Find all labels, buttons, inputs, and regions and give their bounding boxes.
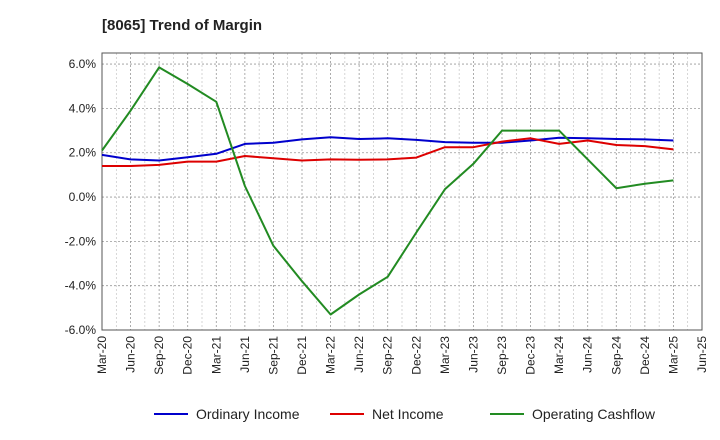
x-tick-label: Sep-24 [609, 336, 623, 375]
x-tick-label: Dec-23 [524, 336, 538, 375]
y-tick-label: 6.0% [69, 57, 97, 71]
x-tick-label: Mar-21 [209, 336, 223, 374]
series-line-2 [101, 66, 674, 316]
x-tick-label: Dec-21 [295, 336, 309, 375]
y-tick-label: -6.0% [65, 323, 97, 337]
x-tick-label: Sep-21 [266, 336, 280, 375]
x-tick-label: Mar-23 [438, 336, 452, 374]
x-tick-label: Jun-21 [238, 336, 252, 373]
grid [102, 53, 702, 331]
x-tick-label: Dec-20 [181, 336, 195, 375]
plot-area [101, 52, 703, 331]
x-tick-label: Jun-24 [581, 336, 595, 373]
x-tick-label: Jun-23 [466, 336, 480, 373]
y-axis: 6.0% 4.0% 2.0% 0.0% -2.0% -4.0% -6.0% [65, 57, 97, 337]
legend-label-0: Ordinary Income [196, 406, 300, 422]
series-line-1 [102, 137, 674, 167]
x-tick-label: Sep-20 [152, 336, 166, 375]
chart-title: [8065] Trend of Margin [102, 17, 262, 34]
y-tick-label: 4.0% [69, 101, 97, 115]
x-tick-label: Dec-22 [409, 336, 423, 375]
y-tick-label: -4.0% [65, 279, 97, 293]
x-axis: Mar-20 Jun-20 Sep-20 Dec-20 Mar-21 Jun-21 Sep-… [95, 336, 709, 375]
y-tick-label: -2.0% [65, 234, 97, 248]
y-tick-label: 2.0% [69, 146, 97, 160]
x-tick-label: Jun-20 [124, 336, 138, 373]
x-tick-label: Sep-23 [495, 336, 509, 375]
x-tick-label: Sep-22 [381, 336, 395, 375]
x-tick-label: Mar-25 [666, 336, 680, 374]
y-tick-label: 0.0% [69, 190, 97, 204]
x-tick-label: Jun-22 [352, 336, 366, 373]
x-tick-label: Mar-22 [324, 336, 338, 374]
x-tick-label: Dec-24 [638, 336, 652, 375]
series-lines [101, 66, 674, 316]
x-tick-label: Mar-20 [95, 336, 109, 374]
series-line-0 [101, 136, 674, 162]
legend: Ordinary Income Net Income Operating Cashf… [154, 406, 656, 422]
x-tick-label: Jun-25 [695, 336, 709, 373]
legend-label-1: Net Income [372, 406, 444, 422]
x-tick-label: Mar-24 [552, 336, 566, 374]
legend-label-2: Operating Cashflow [532, 406, 656, 422]
